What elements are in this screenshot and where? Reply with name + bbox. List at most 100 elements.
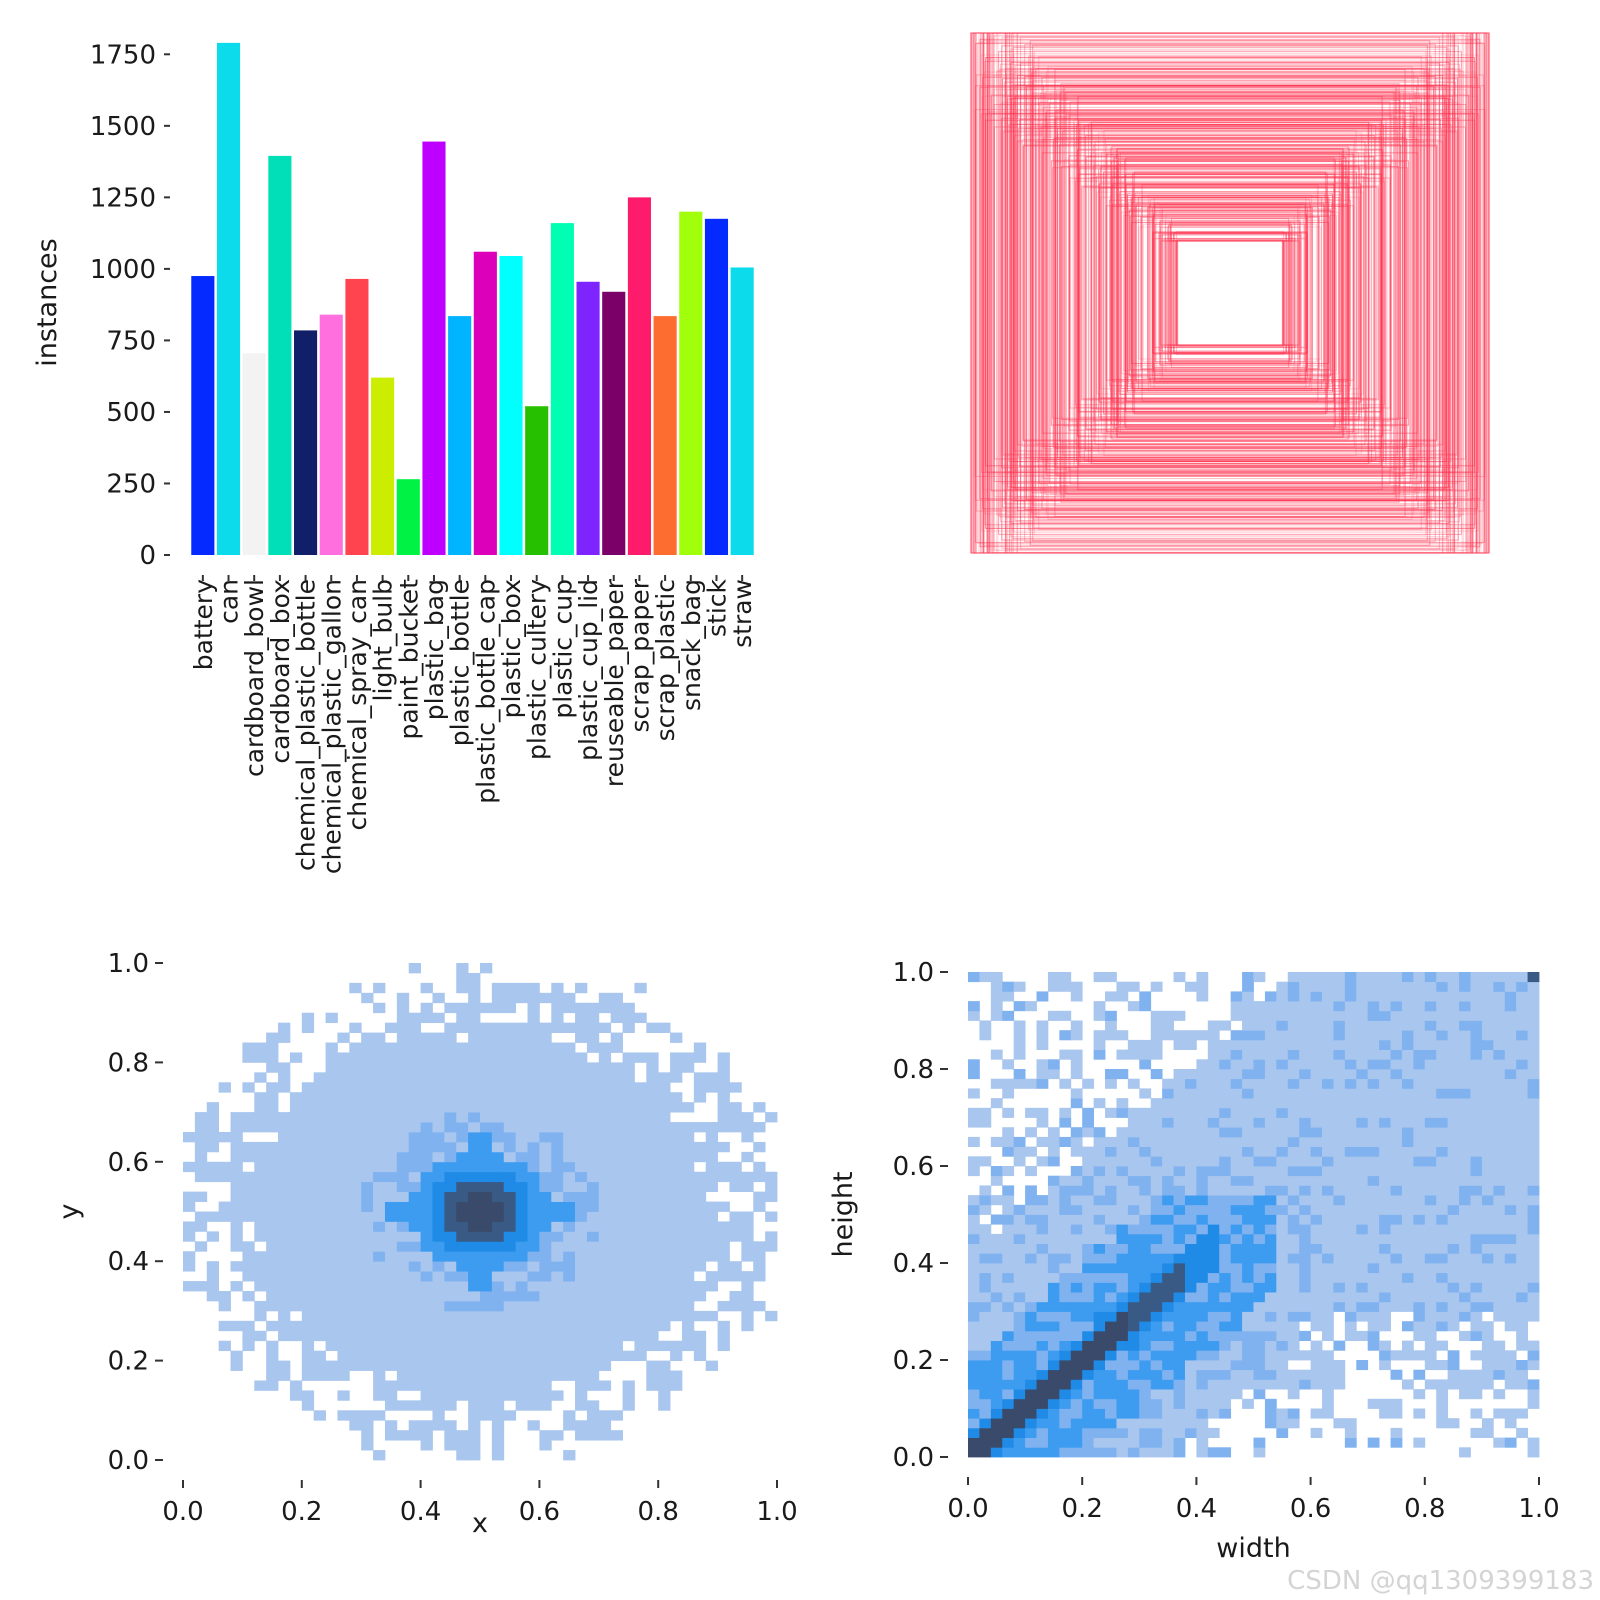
bbox-outline	[1083, 125, 1377, 461]
heatmap-cell	[1344, 1117, 1357, 1128]
heatmap-cell	[1493, 1059, 1506, 1070]
heatmap-cell	[693, 1082, 707, 1093]
bbox-outline	[1094, 140, 1366, 446]
y-tick-label: 0.6	[108, 1148, 149, 1178]
heatmap-cell	[301, 1191, 315, 1202]
heatmap-cell	[289, 1151, 303, 1163]
heatmap-cell	[1459, 1059, 1471, 1070]
heatmap-cell	[1401, 1156, 1414, 1167]
heatmap-cell	[622, 1251, 635, 1262]
heatmap-cell	[598, 1420, 612, 1431]
heatmap-cell	[515, 992, 528, 1004]
heatmap-cell	[1173, 1398, 1186, 1409]
heatmap-cell	[1196, 1263, 1209, 1274]
heatmap-cell	[1070, 991, 1083, 1002]
heatmap-cell	[503, 1380, 517, 1391]
heatmap-cell	[1242, 1020, 1254, 1031]
heatmap-cell	[1242, 1224, 1254, 1235]
heatmap-cell	[1481, 1321, 1494, 1332]
heatmap-cell	[990, 1175, 1003, 1186]
heatmap-cell	[432, 1211, 445, 1222]
heatmap-cell	[670, 1171, 683, 1183]
heatmap-cell	[979, 1233, 992, 1244]
bbox-outline	[1007, 98, 1453, 488]
heatmap-cell	[1047, 1253, 1060, 1264]
heatmap-cell	[527, 1291, 540, 1302]
heatmap-cell	[491, 1082, 505, 1093]
heatmap-cell	[1493, 1166, 1506, 1177]
bbox-outline	[974, 109, 1486, 477]
heatmap-cell	[1447, 1030, 1460, 1041]
heatmap-cell	[301, 1251, 315, 1262]
heatmap-cell	[586, 1360, 600, 1371]
heatmap-cell	[503, 1062, 517, 1073]
heatmap-cell	[361, 1330, 374, 1342]
heatmap-cell	[670, 1092, 683, 1103]
heatmap-cell	[420, 1251, 433, 1262]
heatmap-cell	[551, 1131, 564, 1143]
heatmap-cell	[1139, 1360, 1152, 1371]
heatmap-cell	[979, 1301, 992, 1312]
heatmap-cell	[575, 1271, 588, 1282]
heatmap-cell	[729, 1102, 742, 1113]
heatmap-cell	[1025, 1369, 1037, 1380]
heatmap-cell	[396, 1042, 410, 1053]
heatmap-cell	[717, 1141, 730, 1153]
heatmap-cell	[551, 1251, 564, 1262]
bbox-outline	[1134, 192, 1326, 394]
heatmap-cell	[325, 1122, 338, 1133]
heatmap-cell	[1070, 1098, 1083, 1109]
heatmap-cell	[681, 1320, 695, 1332]
heatmap-cell	[1230, 1175, 1243, 1186]
heatmap-cell	[301, 1360, 315, 1371]
heatmap-cell	[254, 1300, 267, 1312]
heatmap-cell	[1401, 1175, 1414, 1186]
heatmap-cell	[1070, 1214, 1083, 1225]
heatmap-cell	[289, 1201, 303, 1212]
heatmap-cell	[1139, 1156, 1152, 1167]
heatmap-cell	[337, 1221, 350, 1232]
heatmap-cell	[551, 1291, 564, 1302]
heatmap-cell	[551, 992, 564, 1004]
heatmap-cell	[1162, 1408, 1174, 1419]
bbox-outline	[1177, 240, 1283, 346]
heatmap-cell	[349, 1151, 362, 1163]
heatmap-cell	[753, 1300, 766, 1312]
heatmap-cell	[468, 1291, 481, 1302]
heatmap-cell	[968, 972, 980, 983]
heatmap-cell	[1447, 1360, 1460, 1371]
heatmap-cell	[242, 1151, 255, 1163]
category-label: plastic_cultery	[523, 579, 552, 760]
heatmap-cell	[968, 1253, 980, 1264]
heatmap-cell	[480, 1201, 493, 1212]
heatmap-cell	[301, 1291, 315, 1302]
heatmap-cell	[1013, 1224, 1026, 1235]
heatmap-cell	[1436, 1078, 1449, 1089]
heatmap-cell	[1002, 1311, 1015, 1322]
heatmap-cell	[586, 1191, 600, 1202]
heatmap-cell	[1322, 1175, 1334, 1186]
heatmap-cell	[1116, 1447, 1129, 1458]
bbox-outline	[993, 126, 1467, 460]
heatmap-cell	[1276, 1350, 1289, 1361]
heatmap-cell	[527, 1211, 540, 1222]
heatmap-cell	[349, 1261, 362, 1272]
heatmap-cell	[622, 1161, 635, 1173]
heatmap-cell	[1287, 1389, 1300, 1400]
heatmap-cell	[491, 1330, 505, 1342]
heatmap-cell	[1127, 1350, 1140, 1361]
heatmap-cell	[278, 1251, 291, 1262]
bbox-outline	[1040, 92, 1420, 494]
heatmap-cell	[325, 1082, 338, 1093]
heatmap-cell	[1116, 1389, 1129, 1400]
heatmap-cell	[349, 1410, 362, 1421]
heatmap-cell	[1070, 1427, 1083, 1438]
heatmap-cell	[527, 1151, 540, 1163]
heatmap-cell	[503, 1181, 517, 1193]
heatmap-cell	[1379, 1098, 1391, 1109]
heatmap-cell	[254, 1161, 267, 1173]
heatmap-cell	[1162, 1360, 1174, 1371]
heatmap-cell	[1379, 1127, 1391, 1138]
heatmap-cell	[729, 1211, 742, 1222]
bbox-outline	[1141, 195, 1319, 391]
